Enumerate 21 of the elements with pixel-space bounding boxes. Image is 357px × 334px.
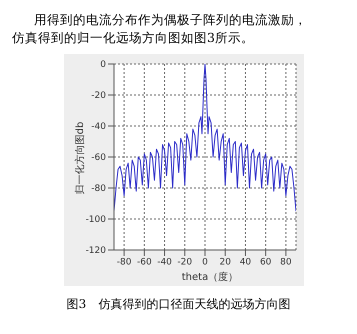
y-tick-label: -60 — [91, 153, 106, 164]
y-tick-label: -80 — [91, 184, 106, 194]
caption: 图3 仿真得到的口径面天线的远场方向图 — [66, 296, 292, 313]
x-tick-label: 80 — [280, 257, 292, 268]
x-tick-label: 0 — [202, 257, 208, 268]
x-tick-label: -40 — [157, 257, 172, 268]
x-tick-label: 20 — [219, 257, 232, 268]
y-tick-label: -40 — [91, 122, 106, 132]
x-tick-label: -80 — [116, 257, 132, 268]
y-axis-title: 归一化方向图db — [74, 122, 87, 194]
text: 仿真得到的归一化远场方向图如图3所示。 — [12, 30, 254, 47]
x-axis-title: theta（度） — [180, 270, 240, 284]
x-tick-label: -60 — [136, 257, 152, 268]
y-tick-label: -100 — [86, 215, 106, 226]
x-tick-label: 60 — [260, 257, 272, 268]
y-tick-label: -20 — [91, 91, 106, 102]
y-tick-label: -120 — [86, 246, 106, 256]
x-tick-label: 40 — [240, 257, 252, 268]
x-tick-label: -20 — [177, 257, 192, 268]
text: 用得到的电流分布作为偶极子阵列的电流激励， — [34, 12, 307, 29]
y-tick-label: 0 — [100, 60, 106, 70]
